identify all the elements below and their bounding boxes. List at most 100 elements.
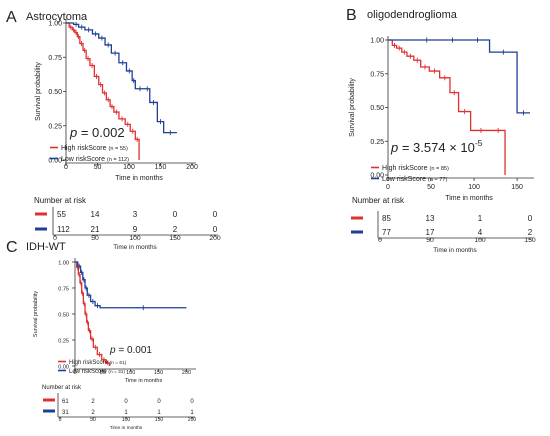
risk-count: 77 — [382, 228, 391, 237]
risk-table-xlabel: Time in months — [110, 425, 143, 431]
y-tick-label: 0.50 — [58, 313, 69, 319]
x-tick-label: 200 — [186, 164, 198, 171]
risk-x-tick-label: 150 — [524, 237, 536, 244]
risk-count: 0 — [157, 399, 161, 405]
y-tick-label: 0.00 — [370, 173, 384, 180]
risk-table-title: Number at risk — [34, 196, 87, 205]
risk-x-tick-label: 200 — [209, 235, 221, 242]
x-axis-label: Time in months — [445, 195, 493, 202]
risk-count: 2 — [91, 410, 95, 416]
panel-label: C — [6, 239, 18, 256]
risk-x-tick-label: 150 — [155, 417, 164, 423]
x-axis-label: Time in months — [125, 378, 163, 384]
risk-x-tick-label: 150 — [169, 235, 181, 242]
x-tick-label: 50 — [427, 184, 435, 191]
km-panel-a: A Astrocytoma 0.00 0.25 0.50 0.75 1.00 0 50 100 15… — [6, 9, 221, 251]
y-tick-label: 0.75 — [58, 287, 69, 293]
risk-count: 61 — [62, 399, 69, 405]
risk-table-xlabel: Time in months — [113, 244, 156, 251]
risk-count: 0 — [528, 214, 533, 223]
risk-count: 31 — [62, 410, 69, 416]
risk-count: 14 — [91, 210, 100, 219]
panel-title: Astrocytoma — [26, 11, 88, 23]
risk-x-tick-label: 0 — [378, 237, 382, 244]
y-tick-label: 1.00 — [370, 38, 384, 45]
survival-curve-low — [388, 39, 530, 114]
p-value: p = 0.002 — [69, 125, 125, 140]
x-tick-label: 0 — [73, 370, 76, 376]
x-tick-label: 150 — [155, 164, 167, 171]
risk-x-tick-label: 50 — [90, 417, 96, 423]
legend-label: High riskScore (n = 85) — [382, 165, 449, 172]
legend-label: High riskScore (n = 55) — [61, 145, 128, 152]
risk-count: 3 — [133, 210, 138, 219]
x-tick-label: 0 — [386, 184, 390, 191]
x-tick-label: 100 — [126, 370, 135, 376]
x-tick-label: 200 — [182, 370, 191, 376]
y-axis-label: Survival probability — [35, 62, 42, 121]
y-tick-label: 0.75 — [370, 71, 384, 78]
x-axis-label: Time in months — [115, 175, 163, 182]
x-tick-label: 150 — [154, 370, 163, 376]
y-tick-label: 0.75 — [48, 55, 62, 62]
panel-title: oligodendroglioma — [367, 9, 458, 21]
y-tick-label: 0.00 — [58, 365, 69, 371]
panel-title: IDH-WT — [26, 241, 66, 253]
risk-count: 17 — [426, 228, 435, 237]
panel-label: A — [6, 9, 17, 26]
risk-count: 0 — [213, 225, 218, 234]
risk-count: 21 — [91, 225, 100, 234]
panel-label: B — [346, 7, 357, 24]
risk-x-tick-label: 50 — [426, 237, 434, 244]
risk-count: 0 — [124, 399, 128, 405]
risk-x-tick-label: 100 — [474, 237, 486, 244]
legend-label: Low riskScore (n = 77) — [382, 176, 447, 183]
risk-count: 85 — [382, 214, 391, 223]
y-tick-label: 0.25 — [370, 139, 384, 146]
y-tick-label: 1.00 — [58, 261, 69, 267]
risk-count: 0 — [173, 210, 178, 219]
survival-curve-low — [75, 261, 187, 309]
y-tick-label: 1.00 — [48, 21, 62, 28]
risk-count: 1 — [190, 410, 194, 416]
risk-x-tick-label: 100 — [129, 235, 141, 242]
x-tick-label: 50 — [100, 370, 106, 376]
x-tick-label: 50 — [94, 164, 102, 171]
y-tick-label: 0.25 — [58, 339, 69, 345]
risk-table-title: Number at risk — [352, 196, 405, 205]
risk-count: 55 — [57, 210, 66, 219]
risk-count: 0 — [213, 210, 218, 219]
risk-count: 112 — [57, 225, 70, 234]
risk-count: 4 — [478, 228, 483, 237]
p-value: p = 3.574 × 10-5 — [390, 138, 483, 155]
risk-count: 1 — [124, 410, 128, 416]
p-value: p = 0.001 — [109, 345, 152, 356]
risk-x-tick-label: 200 — [188, 417, 197, 423]
y-tick-label: 0.50 — [48, 89, 62, 96]
km-panel-c: C IDH-WT0.000.250.500.751.000 50 100 150 200T… — [6, 239, 196, 431]
legend-label: Low riskScore (n = 31) — [69, 369, 125, 375]
risk-count: 9 — [133, 225, 138, 234]
y-tick-label: 0.00 — [48, 158, 62, 165]
x-tick-label: 100 — [468, 184, 480, 191]
x-tick-label: 150 — [511, 184, 523, 191]
survival-curve-high — [75, 261, 111, 366]
risk-count: 13 — [426, 214, 435, 223]
risk-count: 2 — [173, 225, 178, 234]
legend-label: Low riskScore (n = 112) — [61, 156, 129, 163]
risk-x-tick-label: 100 — [122, 417, 131, 423]
risk-count: 2 — [528, 228, 533, 237]
survival-curve-low — [66, 22, 177, 134]
risk-table-xlabel: Time in months — [433, 247, 476, 254]
risk-count: 2 — [91, 399, 95, 405]
risk-count: 0 — [190, 399, 194, 405]
x-tick-label: 100 — [123, 164, 135, 171]
risk-x-tick-label: 50 — [91, 235, 99, 242]
risk-x-tick-label: 0 — [53, 235, 57, 242]
y-axis-label: Survival probability — [33, 291, 39, 337]
risk-count: 1 — [478, 214, 483, 223]
legend-label: High riskScore (n = 61) — [69, 360, 127, 366]
y-tick-label: 0.50 — [370, 105, 384, 112]
